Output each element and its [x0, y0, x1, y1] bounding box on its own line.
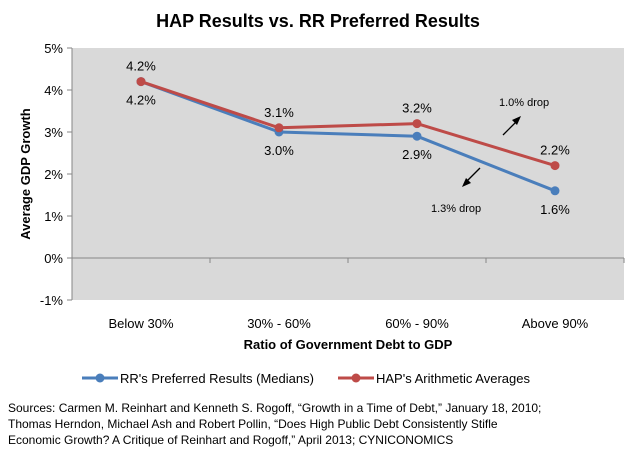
x-axis-ticks: Below 30% 30% - 60% 60% - 90% Above 90% [71, 258, 625, 331]
data-label-1: 3.1% [264, 105, 294, 120]
data-point-0 [550, 186, 560, 196]
data-label-0: 2.9% [402, 147, 432, 162]
data-labels: 4.2% 3.0% 2.9% 1.6% 4.2% 3.1% 3.2% 2.2% [126, 59, 570, 217]
data-label-0: 4.2% [126, 93, 156, 108]
sources-line: Sources: Carmen M. Reinhart and Kenneth … [8, 401, 542, 415]
chart-title: HAP Results vs. RR Preferred Results [156, 11, 480, 31]
down-arrowhead [462, 178, 471, 187]
sources-line: Thomas Herndon, Michael Ash and Robert P… [8, 417, 498, 431]
data-label-1: 3.2% [402, 101, 432, 116]
y-tick-label: 3% [44, 125, 63, 140]
data-point-0 [412, 131, 422, 141]
data-label-0: 1.6% [540, 202, 570, 217]
legend-marker-hap [351, 373, 361, 383]
chart-svg: HAP Results vs. RR Preferred Results -1%… [18, 11, 625, 386]
y-tick-label: 0% [44, 251, 63, 266]
y-tick-label: 5% [44, 41, 63, 56]
legend-marker-rr [95, 373, 105, 383]
data-label-1: 4.2% [126, 59, 156, 74]
y-tick-label: 4% [44, 83, 63, 98]
series-line-0 [140, 80, 556, 193]
chart: HAP Results vs. RR Preferred Results -1%… [18, 11, 625, 386]
annotation-1pct-drop: 1.0% drop [499, 97, 549, 109]
legend-label-rr: RR's Preferred Results (Medians) [120, 371, 314, 386]
x-tick-label: Above 90% [522, 316, 589, 331]
x-axis-title: Ratio of Government Debt to GDP [244, 337, 453, 352]
sources-line: Economic Growth? A Critique of Reinhart … [8, 433, 454, 447]
data-point-1 [274, 123, 284, 133]
data-label-0: 3.0% [264, 143, 294, 158]
y-tick-label: 1% [44, 209, 63, 224]
y-tick-label: 2% [44, 167, 63, 182]
data-point-1 [412, 119, 422, 129]
legend-label-hap: HAP's Arithmetic Averages [376, 371, 530, 386]
x-tick-label: Below 30% [108, 316, 173, 331]
y-axis-title: Average GDP Growth [18, 108, 33, 240]
up-arrowhead [512, 116, 521, 125]
y-axis-ticks: -1% 0% 1% 2% 3% 4% 5% [40, 41, 72, 308]
legend: RR's Preferred Results (Medians) HAP's A… [82, 371, 530, 386]
data-label-1: 2.2% [540, 143, 570, 158]
series-line-1 [140, 80, 556, 168]
x-tick-label: 30% - 60% [247, 316, 311, 331]
data-point-1 [136, 77, 146, 87]
annotation-1-3pct-drop: 1.3% drop [431, 203, 481, 215]
series-layer [136, 77, 560, 196]
y-tick-label: -1% [40, 293, 64, 308]
sources-note: Sources: Carmen M. Reinhart and Kenneth … [8, 400, 636, 448]
data-point-1 [550, 161, 560, 171]
x-tick-label: 60% - 90% [385, 316, 449, 331]
